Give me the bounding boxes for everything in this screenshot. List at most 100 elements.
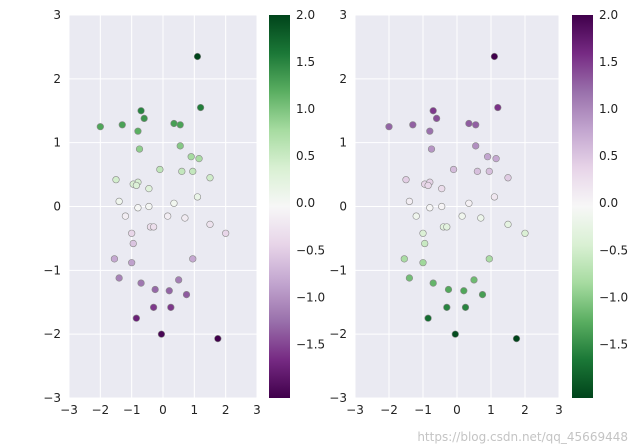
x-tick-label: 0 [453, 403, 461, 417]
y-tick-label: 3 [53, 8, 61, 22]
colorbar-tick-label: −0.5 [599, 243, 628, 257]
scatter-point [485, 255, 493, 263]
scatter-point [450, 165, 458, 174]
colorbar-tick-label: 0.5 [296, 149, 315, 163]
colorbar-tick-label: −1.0 [599, 290, 628, 304]
colorbar-tick-label: −0.5 [296, 243, 325, 257]
x-tick-label: 3 [253, 403, 261, 417]
scatter-point [400, 255, 408, 263]
scatter-point [145, 185, 153, 193]
scatter-point [504, 174, 512, 182]
scatter-point [451, 330, 459, 338]
colorbar-tick-label: 2.0 [296, 8, 315, 22]
y-tick-label: 1 [53, 136, 61, 150]
y-tick-label: 1 [339, 136, 347, 150]
scatter-point [170, 199, 178, 207]
scatter-point [460, 287, 468, 295]
scatter-point [193, 193, 202, 201]
y-tick-label: −2 [329, 327, 347, 341]
scatter-point [419, 259, 427, 267]
x-tick-label: 2 [222, 403, 230, 417]
scatter-point [121, 212, 129, 220]
scatter-point [402, 176, 410, 184]
scatter-point [165, 287, 173, 295]
scatter-point [115, 274, 123, 282]
colorbar-tick-label: 1.5 [599, 55, 618, 69]
scatter-point [385, 123, 393, 131]
scatter-point [175, 276, 183, 284]
scatter-point [424, 314, 432, 322]
scatter-point [490, 52, 499, 61]
scatter-point [128, 259, 136, 267]
scatter-point [494, 103, 502, 112]
scatter-point [156, 165, 164, 174]
scatter-point [150, 223, 158, 231]
left-scatter-panel: −3 −2 −1 0 1 2 3 −3 −2 −1 0 1 2 3 −1.5 −1.0 −0.5 0.0 0.5 1.… [43, 8, 325, 417]
y-tick-label: −2 [43, 327, 61, 341]
scatter-point [137, 107, 145, 115]
scatter-point [134, 204, 142, 212]
scatter-point [465, 199, 473, 207]
scatter-point [132, 314, 140, 322]
x-tick-label: −1 [414, 403, 432, 417]
y-tick-label: −3 [329, 391, 347, 405]
y-tick-label: 3 [339, 8, 347, 22]
scatter-point [412, 212, 420, 220]
x-tick-label: −2 [91, 403, 109, 417]
scatter-point [484, 153, 492, 161]
y-tick-label: −1 [43, 263, 61, 277]
scatter-point [193, 52, 202, 61]
scatter-point [492, 155, 500, 163]
colorbar-tick-label: 2.0 [599, 8, 618, 22]
scatter-point [458, 212, 466, 220]
scatter-point [438, 202, 446, 211]
scatter-point [181, 214, 189, 222]
scatter-point [512, 335, 521, 343]
x-tick-label: −1 [123, 403, 141, 417]
scatter-point [135, 145, 144, 153]
x-tick-label: −2 [380, 403, 398, 417]
scatter-point [151, 285, 159, 294]
scatter-point [129, 239, 137, 248]
scatter-point [157, 330, 166, 338]
scatter-point [490, 193, 499, 201]
scatter-point [477, 214, 485, 222]
colorbar-tick-label: 1.0 [599, 102, 618, 116]
scatter-point [426, 127, 434, 135]
scatter-point [424, 181, 432, 190]
scatter-point [170, 119, 178, 128]
scatter-point [96, 123, 104, 131]
colorbar-tick-label: 0.5 [599, 149, 618, 163]
scatter-point [485, 167, 493, 175]
colorbar-tick-label: 1.5 [296, 55, 315, 69]
scatter-point [182, 290, 191, 299]
scatter-point [470, 276, 478, 284]
scatter-point [521, 229, 529, 237]
scatter-point [419, 229, 427, 237]
y-tick-label: 0 [339, 200, 347, 214]
scatter-point [472, 142, 480, 150]
scatter-point [195, 155, 203, 163]
scatter-point [118, 121, 126, 129]
scatter-point [461, 303, 470, 311]
y-tick-label: 2 [53, 72, 61, 86]
scatter-point [222, 229, 230, 237]
x-tick-label: 0 [159, 403, 167, 417]
colorbar-tick-label: 0.0 [599, 196, 618, 210]
scatter-point [504, 220, 512, 228]
right-scatter-panel: −3 −2 −1 0 1 2 3 −3 −2 −1 0 1 2 3 −1.5 −1.0 −0.5 0.0 0.5 1.… [329, 8, 628, 417]
x-tick-label: 2 [521, 403, 529, 417]
scatter-point [426, 204, 434, 212]
scatter-point [189, 255, 197, 263]
colorbar-tick-label: −1.5 [296, 337, 325, 351]
scatter-point [112, 176, 120, 184]
scatter-point [443, 223, 451, 231]
x-tick-label: −3 [60, 403, 78, 417]
colorbar [269, 15, 290, 398]
scatter-point [167, 303, 175, 311]
scatter-point [176, 121, 184, 129]
scatter-point [134, 127, 142, 135]
x-tick-label: 3 [555, 403, 563, 417]
scatter-point [214, 335, 222, 343]
